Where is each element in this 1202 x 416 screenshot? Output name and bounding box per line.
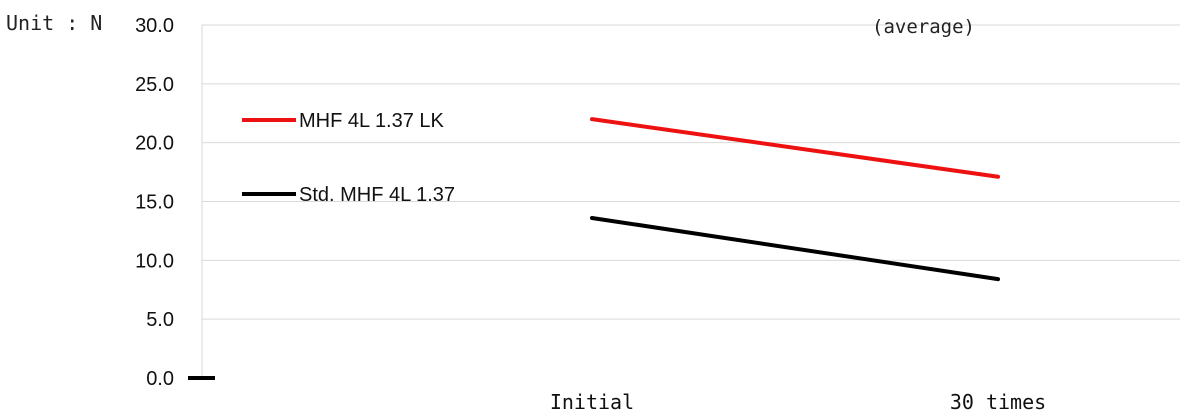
- y-tick-label: 25.0: [135, 74, 174, 96]
- legend: MHF 4L 1.37 LK Std. MHF 4L 1.37: [242, 110, 455, 206]
- y-tick-label: 0.0: [146, 368, 174, 390]
- gridlines: [202, 24, 1180, 320]
- legend-label: Std. MHF 4L 1.37: [299, 184, 455, 206]
- series-line: [590, 117, 1000, 179]
- y-tick-label: 10.0: [135, 250, 174, 272]
- y-tick-label: 15.0: [135, 192, 174, 214]
- unit-label: Unit : N: [6, 11, 102, 35]
- y-tick-label: 20.0: [135, 133, 174, 155]
- x-tick-label: 30 times: [950, 390, 1046, 414]
- series-lines: [590, 117, 1000, 282]
- x-tick-labels: Initial 30 times: [550, 390, 1046, 414]
- y-tick-label: 30.0: [135, 15, 174, 37]
- legend-label: MHF 4L 1.37 LK: [299, 110, 445, 132]
- y-tick-label: 5.0: [146, 309, 174, 331]
- series-line: [590, 215, 1000, 282]
- x-tick-label: Initial: [550, 390, 634, 414]
- y-tick-labels: 0.0 5.0 10.0 15.0 20.0 25.0 30.0: [135, 15, 174, 390]
- average-note: (average): [872, 16, 975, 38]
